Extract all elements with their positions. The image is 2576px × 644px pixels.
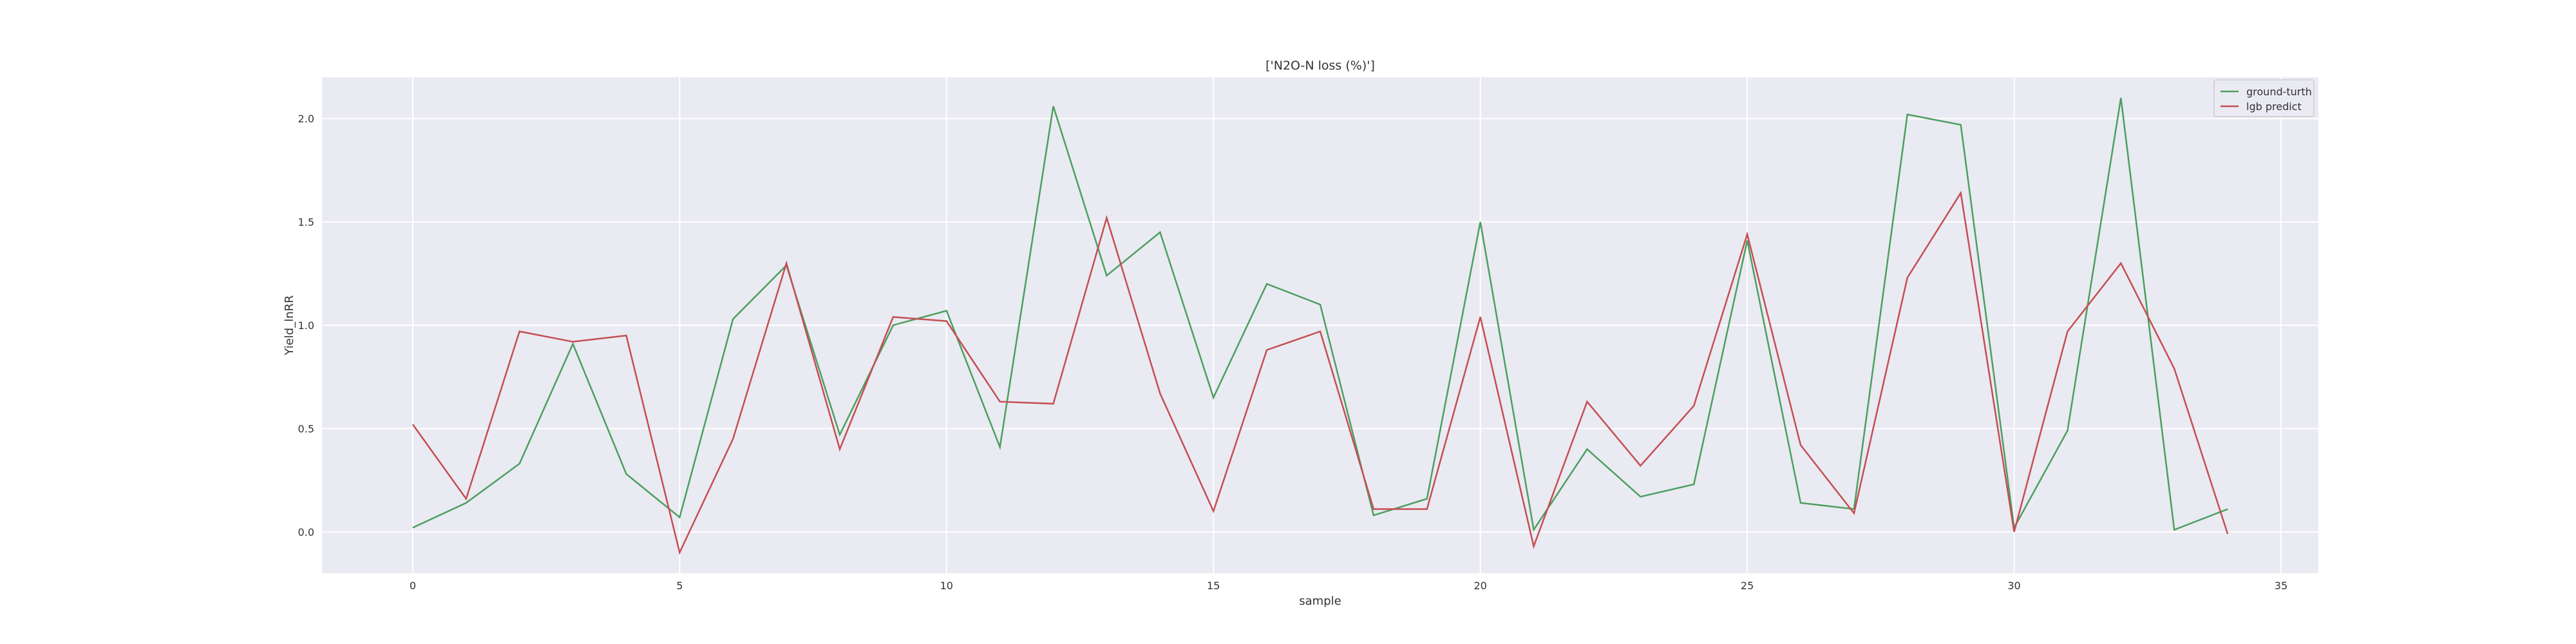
x-tick-label: 25	[1741, 580, 1754, 592]
series-line-lgb-predict	[412, 191, 2229, 555]
series-line-ground-turth	[412, 97, 2228, 532]
series-layer	[412, 97, 2229, 555]
legend-label-lgb-predict: lgb predict	[2246, 100, 2302, 113]
y-axis-label: Yield_lnRR	[283, 295, 296, 355]
ticks-layer: 0 5 10 15 20 25 30 35 0.0 0.5 1.0 1.5 2.0	[298, 113, 2288, 592]
x-tick-label: 15	[1207, 580, 1220, 592]
x-tick-label: 10	[940, 580, 953, 592]
x-tick-label: 0	[410, 580, 416, 592]
legend-box	[2213, 79, 2315, 117]
x-tick-label: 35	[2275, 580, 2287, 592]
y-tick-label: 1.0	[298, 319, 314, 332]
legend-label-ground-turth: ground-turth	[2246, 86, 2312, 98]
grid-layer	[322, 77, 2318, 573]
legend: ground-turth lgb predict	[2213, 79, 2315, 117]
chart-title: ['N2O-N loss (%)']	[1265, 59, 1375, 73]
y-tick-label: 0.0	[298, 526, 314, 538]
x-tick-label: 5	[676, 580, 683, 592]
x-tick-label: 20	[1473, 580, 1486, 592]
x-axis-label: sample	[1299, 594, 1341, 608]
y-tick-label: 1.5	[298, 216, 314, 229]
x-tick-label: 30	[2007, 580, 2020, 592]
y-tick-label: 2.0	[298, 113, 314, 125]
y-tick-label: 0.5	[298, 422, 314, 435]
